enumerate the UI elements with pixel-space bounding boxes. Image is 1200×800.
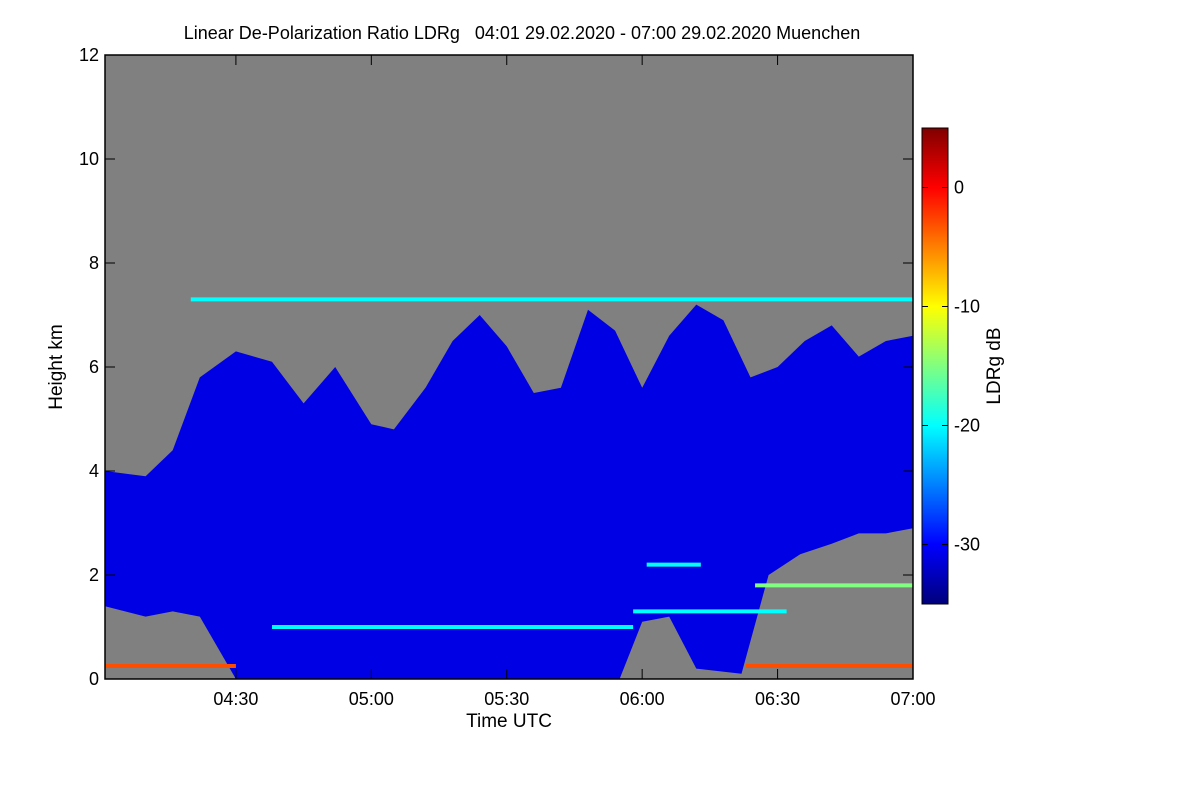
x-tick-label: 05:00 (349, 689, 394, 709)
x-tick-label: 06:00 (620, 689, 665, 709)
colorbar-tick-label: 0 (954, 178, 964, 198)
chart-title: Linear De-Polarization Ratio LDRg 04:01 … (184, 23, 860, 43)
y-tick-label: 4 (89, 461, 99, 481)
x-tick-label: 06:30 (755, 689, 800, 709)
y-axis-label: Height km (46, 324, 67, 410)
colorbar-ticks: 0 -10 -20 -30 (922, 178, 980, 555)
heatmap-area (105, 297, 913, 679)
colorbar-tick-label: -30 (954, 535, 980, 555)
x-axis-label: Time UTC (466, 711, 552, 732)
colorbar (921, 127, 949, 605)
y-axis: 0 2 4 6 8 10 12 (79, 45, 913, 689)
y-tick-label: 10 (79, 149, 99, 169)
colorbar-tick-label: -20 (954, 416, 980, 436)
y-tick-label: 12 (79, 45, 99, 65)
y-tick-label: 2 (89, 565, 99, 585)
y-tick-label: 0 (89, 669, 99, 689)
x-axis: 04:30 05:00 05:30 06:00 06:30 07:00 (213, 55, 936, 709)
y-tick-label: 6 (89, 357, 99, 377)
colorbar-tick-label: -10 (954, 297, 980, 317)
x-tick-label: 07:00 (890, 689, 935, 709)
cloud-region (105, 304, 913, 679)
y-tick-label: 8 (89, 253, 99, 273)
colorbar-label: LDRg dB (984, 327, 1005, 404)
x-tick-label: 05:30 (484, 689, 529, 709)
x-tick-label: 04:30 (213, 689, 258, 709)
